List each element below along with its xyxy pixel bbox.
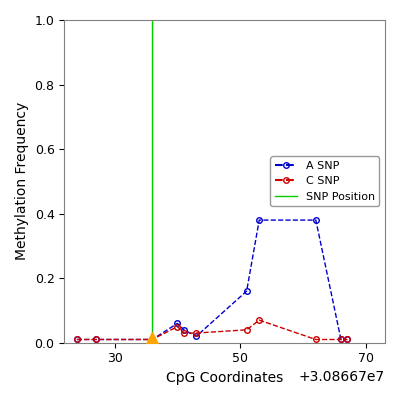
X-axis label: CpG Coordinates: CpG Coordinates bbox=[166, 371, 283, 385]
Y-axis label: Methylation Frequency: Methylation Frequency bbox=[15, 102, 29, 260]
Legend: A SNP, C SNP, SNP Position: A SNP, C SNP, SNP Position bbox=[270, 156, 380, 206]
